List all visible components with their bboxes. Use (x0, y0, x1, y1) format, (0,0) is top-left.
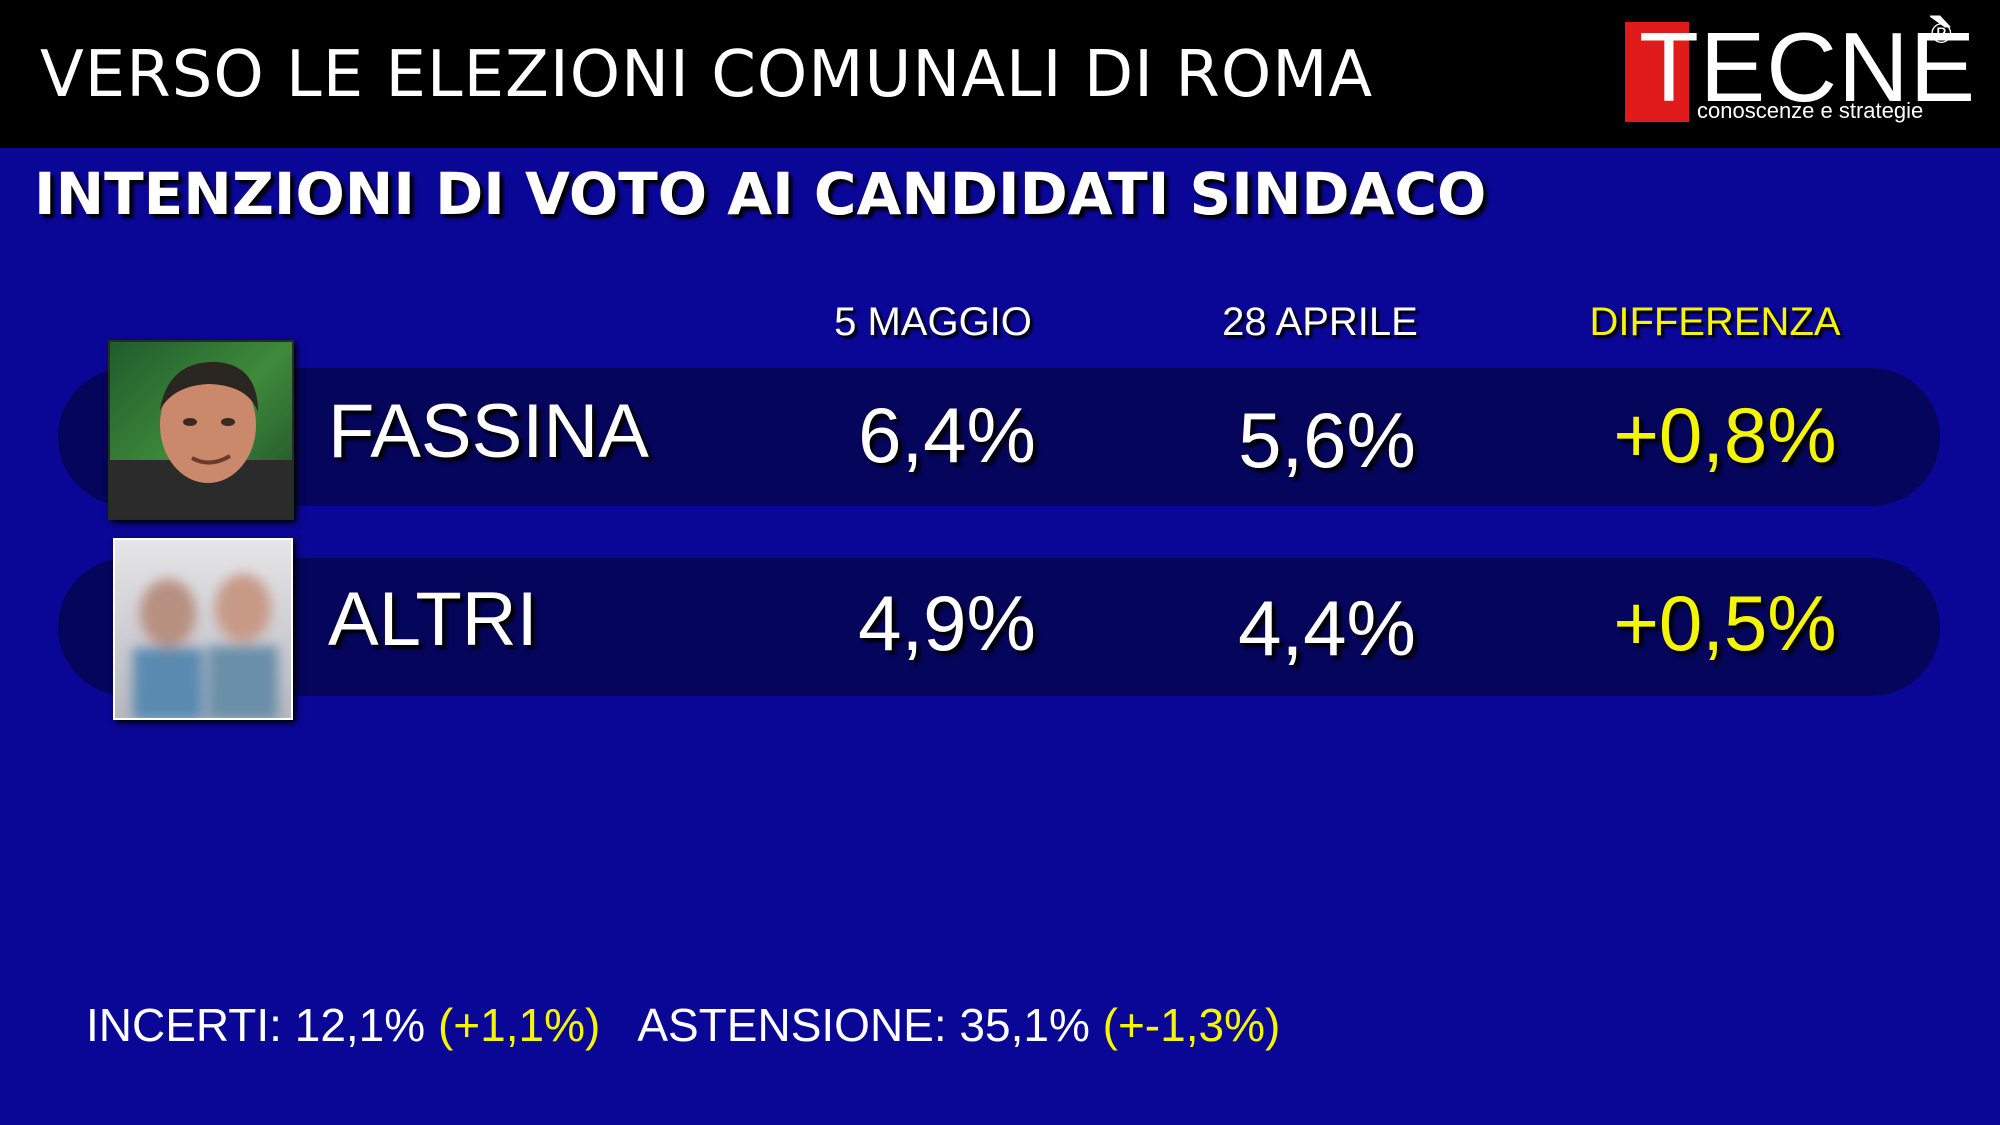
value-differenza: +0,5% (1613, 579, 1837, 667)
column-header-28-aprile: 28 APRILE (1222, 300, 1418, 344)
tecne-logo: TECNÈ ® conoscenze e strategie (1625, 18, 1975, 130)
value-5-maggio: 6,4% (858, 391, 1036, 479)
value-28-aprile: 5,6% (1238, 396, 1416, 484)
title-bar: VERSO LE ELEZIONI COMUNALI DI ROMA TECNÈ… (0, 0, 2000, 148)
table-row (58, 558, 1940, 696)
column-header-differenza: DIFFERENZA (1589, 300, 1841, 344)
column-header-5-maggio: 5 MAGGIO (834, 300, 1032, 344)
logo-red-square (1625, 22, 1689, 122)
candidate-name: ALTRI (328, 577, 538, 662)
value-28-aprile: 4,4% (1238, 584, 1416, 672)
candidate-photo-altri (113, 538, 293, 720)
value-5-maggio: 4,9% (858, 579, 1036, 667)
logo-tagline: conoscenze e strategie (1697, 98, 1924, 123)
logo-wordmark: TECNÈ (1639, 12, 1977, 122)
incerti-label: INCERTI: 12,1% (86, 999, 426, 1051)
registered-mark: ® (1931, 18, 1952, 49)
value-differenza: +0,8% (1613, 391, 1837, 479)
footer-note: INCERTI: 12,1% (+1,1%) ASTENSIONE: 35,1%… (86, 998, 1280, 1052)
astensione-delta: (+-1,3%) (1102, 999, 1281, 1051)
chart-subtitle: INTENZIONI DI VOTO AI CANDIDATI SINDACO (34, 160, 1487, 228)
incerti-delta: (+1,1%) (437, 999, 601, 1051)
candidate-photo-fassina (108, 340, 294, 520)
astensione-label: ASTENSIONE: 35,1% (637, 999, 1090, 1051)
candidate-name: FASSINA (328, 389, 649, 474)
page-title: VERSO LE ELEZIONI COMUNALI DI ROMA (40, 38, 1374, 112)
table-row (58, 368, 1940, 506)
